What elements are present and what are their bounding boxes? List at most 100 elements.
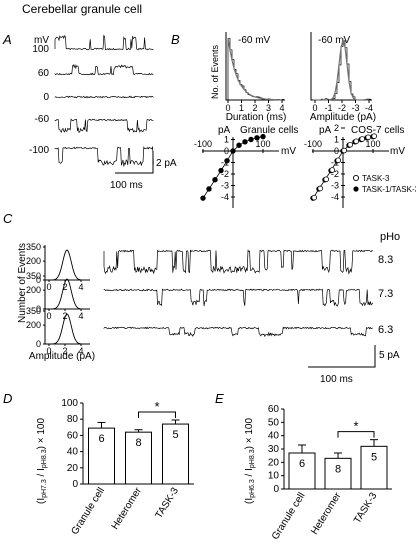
voltage-label-100: 100 (32, 44, 49, 55)
row-xtick-label: 2 (62, 311, 67, 321)
bar-n-label: 5 (371, 451, 377, 463)
scale-bar-c (308, 345, 376, 368)
iv-granule-point (242, 139, 248, 145)
bar-ytick-label: 0 (72, 479, 78, 490)
duration-hist-ylabel: No. of Events (210, 44, 220, 99)
iv-granule-points (200, 133, 266, 201)
panel-a: A mV 100 60 0 -60 -100 2 pA 100 ms (2, 32, 177, 191)
panel-a-unit: mV (34, 35, 49, 46)
iv-cos-open-point (371, 133, 378, 139)
iv-granule-title: Granule cells (240, 125, 298, 136)
voltage-label-60: 60 (38, 68, 50, 79)
panel-e: E (IpH6.3 / IpH8.3) × 100 0 10 20 30 40 50 60 6… (215, 391, 392, 542)
amplitude-hist-ticks: 0 -1 -2 -3 -4 (312, 100, 373, 113)
bar (125, 431, 152, 485)
legend-task1-task3: TASK-1/TASK-3 (362, 185, 416, 194)
iv-granule-point (224, 158, 230, 164)
iv-cos-ytick-label: 0 (334, 146, 339, 156)
amplitude-hist-voltage: -60 mV (318, 35, 351, 46)
row-ytick-label: 0 (36, 339, 41, 349)
iv-cos-open-point (365, 134, 372, 141)
bar (324, 457, 352, 490)
row-ytick-label: 350 (26, 242, 41, 252)
panel-e-label: E (215, 391, 224, 406)
panel-b-label: B (171, 32, 180, 47)
iv-granule-point (212, 177, 218, 183)
iv-granule-xlabel: mV (281, 146, 296, 157)
bar-ytick-label: 40 (268, 431, 280, 442)
iv-granule-point (248, 136, 254, 143)
iv-cos-ytick-label: 1 (334, 135, 339, 145)
bar-category-label: Granule cell (69, 486, 107, 537)
duration-tick-label: 3 (266, 103, 271, 113)
amplitude-gaussian-fit (46, 249, 88, 281)
iv-granule-xtick-label: -100 (194, 139, 212, 149)
panel-c-hist-xlabel: Amplitude (pA) (29, 351, 95, 362)
panel-c-ylabel: Number of Events (17, 243, 28, 323)
panel-a-label: A (2, 32, 12, 47)
duration-hist-xlabel: Duration (ms) (226, 112, 287, 123)
iv-cos-ytick-label: -2 (331, 169, 339, 179)
ph-value-label: 8.3 (378, 254, 393, 266)
voltage-label-0: 0 (43, 92, 49, 103)
voltage-label-neg100: -100 (29, 145, 49, 156)
ph-o-label: pHo (380, 231, 400, 243)
bar-ytick-label: 80 (67, 414, 79, 425)
scale-bar-c-y: 5 pA (379, 350, 400, 361)
significance-star: * (353, 419, 358, 434)
panel-e-ylabel: (IpH6.3 / IpH8.3) × 100 (244, 418, 256, 504)
row-xtick-label: 0 (46, 311, 51, 321)
bar-ytick-label: 100 (61, 398, 78, 409)
duration-tick-label: 4 (279, 103, 284, 113)
iv-cos-open-point (353, 138, 360, 145)
amplitude-gaussian-fit (46, 278, 88, 310)
row-xtick-label: 2 (62, 282, 67, 292)
legend-open-circle-icon (352, 174, 360, 182)
iv-granule-ytick-label: -4 (221, 192, 229, 202)
bar-ytick-label: 0 (273, 484, 279, 495)
figure-title: Cerebellar granule cell (22, 2, 142, 16)
trace-60mv (54, 63, 154, 76)
channel-trace (103, 288, 374, 307)
iv-cos-open-point (335, 157, 342, 164)
bar-ytick-label: 60 (67, 430, 79, 441)
bar-n-label: 5 (172, 429, 178, 441)
iv-cos-ylabel: pA (319, 125, 332, 136)
iv-granule-point (218, 167, 224, 174)
iv-granule-ytick-label: 0 (224, 146, 229, 156)
iv-granule-xtick-label: 100 (255, 139, 270, 149)
legend-task3: TASK-3 (362, 174, 390, 183)
bar-category-label: Heteromer (309, 490, 344, 536)
row-ytick-label: 350 (26, 271, 41, 281)
iv-cos-xlabel: mV (390, 146, 405, 157)
row-ytick-label: 200 (26, 285, 41, 295)
amplitude-tick-label: 0 (312, 103, 317, 113)
scale-bar-c-x: 100 ms (320, 374, 353, 385)
amplitude-hist-bars (313, 40, 371, 101)
scale-bar-a (115, 151, 154, 174)
bar-ytick-label: 50 (268, 417, 280, 428)
channel-trace (103, 249, 373, 275)
iv-cos-ytick-label: -3 (331, 181, 339, 191)
panel-d: D (IpH7.3 / IpH8.3) × 100 0 20 40 60 80 100 6 G… (3, 391, 194, 537)
duration-hist-fit (227, 37, 282, 101)
duration-hist-voltage: -60 mV (238, 35, 271, 46)
panel-d-label: D (3, 391, 12, 406)
bar-ytick-label: 20 (67, 463, 79, 474)
trace-100mv (54, 34, 154, 51)
bar-n-label: 8 (135, 437, 141, 449)
bar-ytick-label: 20 (268, 457, 280, 468)
iv-cos-open-point (359, 136, 366, 142)
iv-cos-open-point (311, 194, 318, 201)
significance-star: * (154, 399, 159, 414)
panel-d-ylabel: (IpH7.3 / IpH8.3) × 100 (36, 418, 48, 504)
row-xtick-label: 4 (78, 311, 83, 321)
amplitude-tick-label: -1 (324, 103, 332, 113)
